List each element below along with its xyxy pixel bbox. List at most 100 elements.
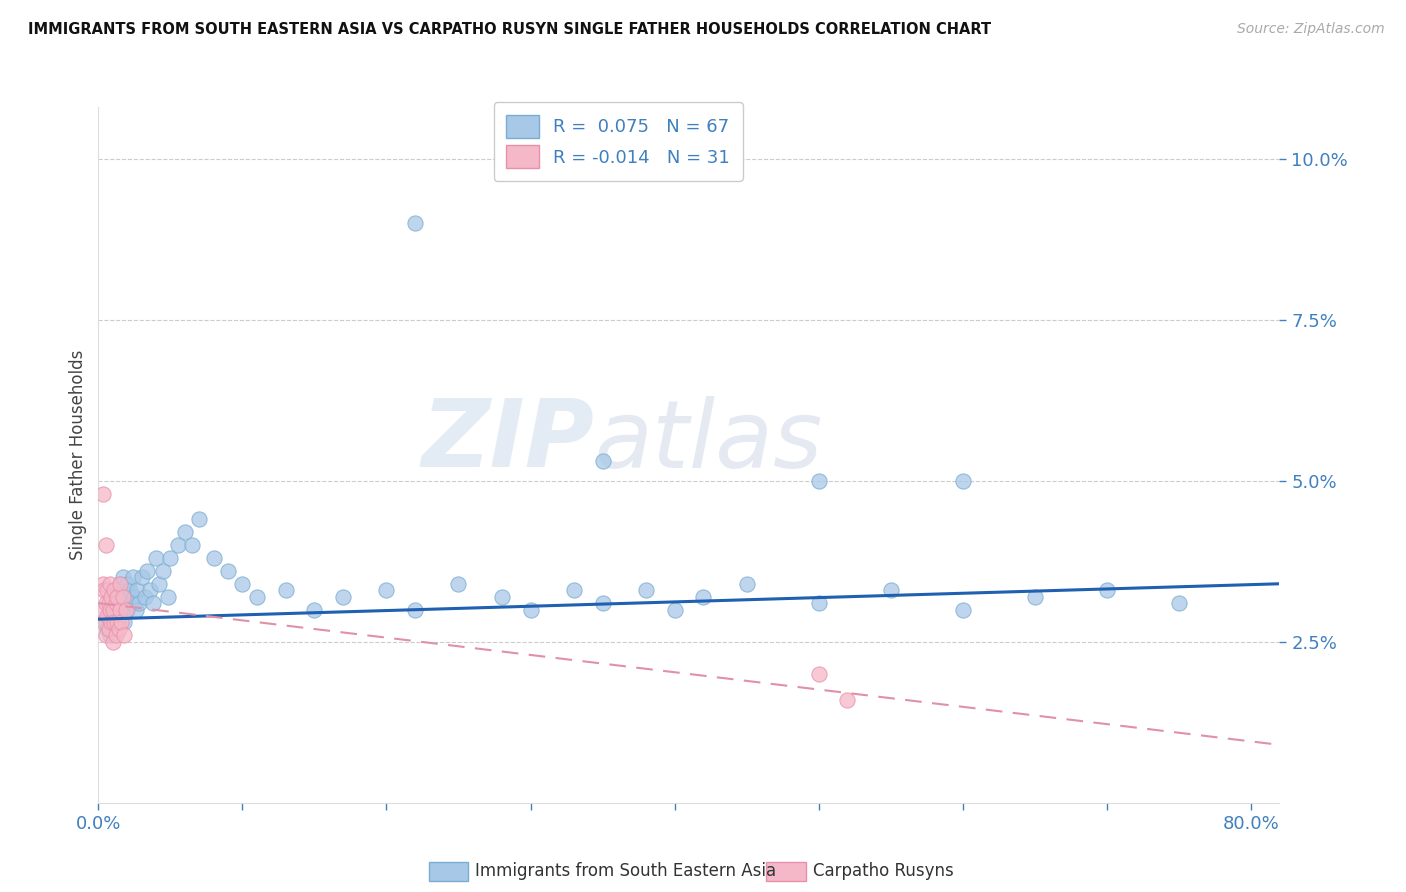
- Point: [93, 615, 115, 630]
- Point: [90, 602, 112, 616]
- Point: [93, 583, 115, 598]
- Point: [107, 622, 129, 636]
- Point: [94, 615, 117, 630]
- Point: [108, 576, 131, 591]
- Point: [181, 538, 204, 552]
- Point: [98, 576, 121, 591]
- Point: [125, 602, 148, 616]
- Point: [879, 583, 901, 598]
- Point: [837, 692, 859, 706]
- Point: [114, 602, 136, 616]
- Point: [114, 590, 136, 604]
- Point: [115, 576, 138, 591]
- Point: [562, 583, 585, 598]
- Point: [304, 602, 326, 616]
- Point: [101, 634, 124, 648]
- Point: [101, 596, 124, 610]
- Point: [142, 596, 165, 610]
- Point: [97, 609, 120, 624]
- Point: [1167, 596, 1189, 610]
- Point: [807, 667, 830, 681]
- Point: [108, 609, 131, 624]
- Point: [188, 512, 211, 526]
- Point: [274, 583, 297, 598]
- Point: [404, 216, 426, 230]
- Point: [100, 590, 122, 604]
- Point: [98, 628, 121, 642]
- Text: Immigrants from South Eastern Asia: Immigrants from South Eastern Asia: [475, 863, 776, 880]
- Point: [139, 583, 162, 598]
- Point: [166, 538, 188, 552]
- Point: [134, 590, 156, 604]
- Point: [108, 576, 131, 591]
- Point: [112, 628, 135, 642]
- Point: [105, 590, 128, 604]
- Point: [952, 474, 974, 488]
- Text: IMMIGRANTS FROM SOUTH EASTERN ASIA VS CARPATHO RUSYN SINGLE FATHER HOUSEHOLDS CO: IMMIGRANTS FROM SOUTH EASTERN ASIA VS CA…: [28, 22, 991, 37]
- Point: [131, 570, 153, 584]
- Y-axis label: Single Father Households: Single Father Households: [69, 350, 87, 560]
- Point: [664, 602, 686, 616]
- Point: [103, 583, 125, 598]
- Point: [112, 615, 135, 630]
- Point: [231, 576, 253, 591]
- Point: [447, 576, 470, 591]
- Point: [110, 596, 132, 610]
- Point: [91, 576, 114, 591]
- Point: [519, 602, 541, 616]
- Point: [96, 622, 118, 636]
- Point: [735, 576, 758, 591]
- Point: [173, 525, 195, 540]
- Point: [156, 590, 179, 604]
- Point: [246, 590, 269, 604]
- Point: [952, 602, 974, 616]
- Point: [375, 583, 398, 598]
- Point: [96, 583, 118, 598]
- Point: [121, 596, 143, 610]
- Point: [104, 583, 127, 598]
- Point: [1095, 583, 1118, 598]
- Point: [97, 596, 120, 610]
- Point: [217, 564, 239, 578]
- Point: [124, 590, 146, 604]
- Point: [101, 602, 124, 616]
- Point: [103, 615, 125, 630]
- Point: [104, 628, 127, 642]
- Point: [97, 622, 120, 636]
- Point: [145, 551, 167, 566]
- Point: [807, 474, 830, 488]
- Point: [148, 576, 170, 591]
- Point: [1024, 590, 1046, 604]
- Text: Carpatho Rusyns: Carpatho Rusyns: [813, 863, 953, 880]
- Point: [107, 590, 129, 604]
- Text: Source: ZipAtlas.com: Source: ZipAtlas.com: [1237, 22, 1385, 37]
- Point: [634, 583, 657, 598]
- Point: [592, 454, 614, 468]
- Point: [127, 583, 149, 598]
- Point: [122, 570, 145, 584]
- Point: [108, 602, 131, 616]
- Point: [592, 596, 614, 610]
- Point: [96, 609, 118, 624]
- Point: [111, 590, 134, 604]
- Point: [100, 602, 122, 616]
- Point: [94, 628, 117, 642]
- Point: [101, 615, 124, 630]
- Point: [111, 570, 134, 584]
- Point: [100, 615, 122, 630]
- Point: [332, 590, 354, 604]
- Point: [136, 564, 159, 578]
- Point: [94, 596, 117, 610]
- Point: [115, 602, 138, 616]
- Point: [110, 615, 132, 630]
- Point: [104, 596, 127, 610]
- Point: [91, 486, 114, 500]
- Point: [120, 583, 142, 598]
- Point: [159, 551, 181, 566]
- Point: [491, 590, 513, 604]
- Legend: R =  0.075   N = 67, R = -0.014   N = 31: R = 0.075 N = 67, R = -0.014 N = 31: [494, 103, 742, 181]
- Point: [404, 602, 426, 616]
- Point: [105, 602, 128, 616]
- Point: [152, 564, 174, 578]
- Text: ZIP: ZIP: [422, 395, 595, 487]
